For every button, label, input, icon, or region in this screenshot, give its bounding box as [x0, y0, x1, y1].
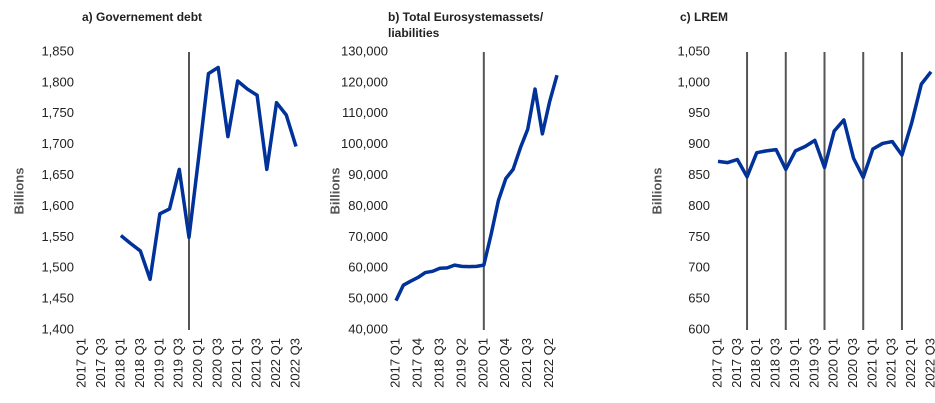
y-tick-label: 110,000	[342, 105, 388, 120]
x-tick-label: 2021 Q1	[864, 338, 879, 388]
x-tick-label: 2017 Q1	[387, 338, 402, 388]
y-tick-label: 1,000	[677, 74, 710, 89]
y-axis-label: Billions	[327, 168, 342, 215]
y-tick-label: 70,000	[348, 229, 388, 244]
y-tick-label: 800	[688, 198, 710, 213]
x-tick-label: 2018 Q3	[431, 338, 446, 388]
x-tick-label: 2021 Q1	[229, 338, 244, 388]
chart-title: b) Total Eurosystemassets/	[388, 10, 544, 24]
y-tick-label: 750	[688, 229, 710, 244]
x-tick-label: 2017 Q3	[93, 338, 108, 388]
data-line	[717, 70, 933, 180]
x-tick-label: 2020 Q3	[210, 338, 225, 388]
y-tick-label: 600	[688, 321, 710, 336]
x-tick-label: 2017 Q3	[729, 338, 744, 388]
x-tick-label: 2018 Q1	[748, 338, 763, 388]
x-tick-label: 2018 Q3	[768, 338, 783, 388]
x-tick-label: 2020 Q3	[845, 338, 860, 388]
y-tick-label: 1,500	[41, 260, 74, 275]
y-tick-label: 50,000	[348, 291, 388, 306]
x-tick-label: 2020 Q1	[475, 338, 490, 388]
y-tick-label: 1,850	[41, 43, 74, 58]
x-tick-label: 2019 Q3	[806, 338, 821, 388]
y-tick-label: 1,450	[41, 291, 74, 306]
y-axis-label: Billions	[649, 168, 664, 215]
y-tick-label: 1,700	[41, 136, 74, 151]
y-tick-label: 130,000	[341, 43, 388, 58]
x-tick-label: 2019 Q1	[787, 338, 802, 388]
y-tick-label: 700	[688, 260, 710, 275]
y-tick-label: 60,000	[348, 260, 388, 275]
x-tick-label: 2017 Q1	[73, 338, 88, 388]
x-tick-label: 2022 Q3	[922, 338, 935, 388]
y-tick-label: 1,650	[41, 167, 74, 182]
chart-title: c) LREM	[680, 10, 728, 24]
y-tick-label: 1,600	[41, 198, 74, 213]
x-tick-label: 2022 Q1	[268, 338, 283, 388]
x-tick-label: 2022 Q2	[541, 338, 556, 388]
x-tick-label: 2021 Q3	[519, 338, 534, 388]
data-line	[394, 74, 559, 302]
y-tick-label: 1,550	[41, 229, 74, 244]
y-tick-label: 80,000	[348, 198, 388, 213]
y-tick-label: 1,050	[677, 43, 710, 58]
x-tick-label: 2021 Q3	[884, 338, 899, 388]
x-tick-label: 2020 Q4	[497, 338, 512, 388]
x-tick-label: 2017 Q1	[709, 338, 724, 388]
data-line	[119, 65, 298, 282]
chart-title: liabilities	[388, 26, 440, 40]
y-tick-label: 900	[688, 136, 710, 151]
y-tick-label: 1,750	[41, 105, 74, 120]
x-tick-label: 2018 Q1	[112, 338, 127, 388]
y-tick-label: 40,000	[348, 321, 388, 336]
x-tick-label: 2018 Q3	[132, 338, 147, 388]
x-tick-label: 2020 Q1	[190, 338, 205, 388]
y-tick-label: 90,000	[348, 167, 388, 182]
x-tick-label: 2022 Q3	[287, 338, 302, 388]
y-axis-label: Billions	[11, 168, 26, 215]
y-tick-label: 850	[688, 167, 710, 182]
x-tick-label: 2022 Q1	[903, 338, 918, 388]
y-tick-label: 1,400	[41, 321, 74, 336]
y-tick-label: 1,800	[41, 74, 74, 89]
x-tick-label: 2019 Q1	[151, 338, 166, 388]
y-tick-label: 120,000	[341, 74, 388, 89]
y-tick-label: 100,000	[341, 136, 388, 151]
x-tick-label: 2021 Q3	[249, 338, 264, 388]
x-tick-label: 2017 Q4	[409, 338, 424, 388]
x-tick-label: 2019 Q2	[453, 338, 468, 388]
x-tick-label: 2019 Q3	[171, 338, 186, 388]
y-tick-label: 650	[688, 291, 710, 306]
x-tick-label: 2020 Q1	[826, 338, 841, 388]
y-tick-label: 950	[688, 105, 710, 120]
chart-title: a) Governement debt	[82, 10, 202, 24]
